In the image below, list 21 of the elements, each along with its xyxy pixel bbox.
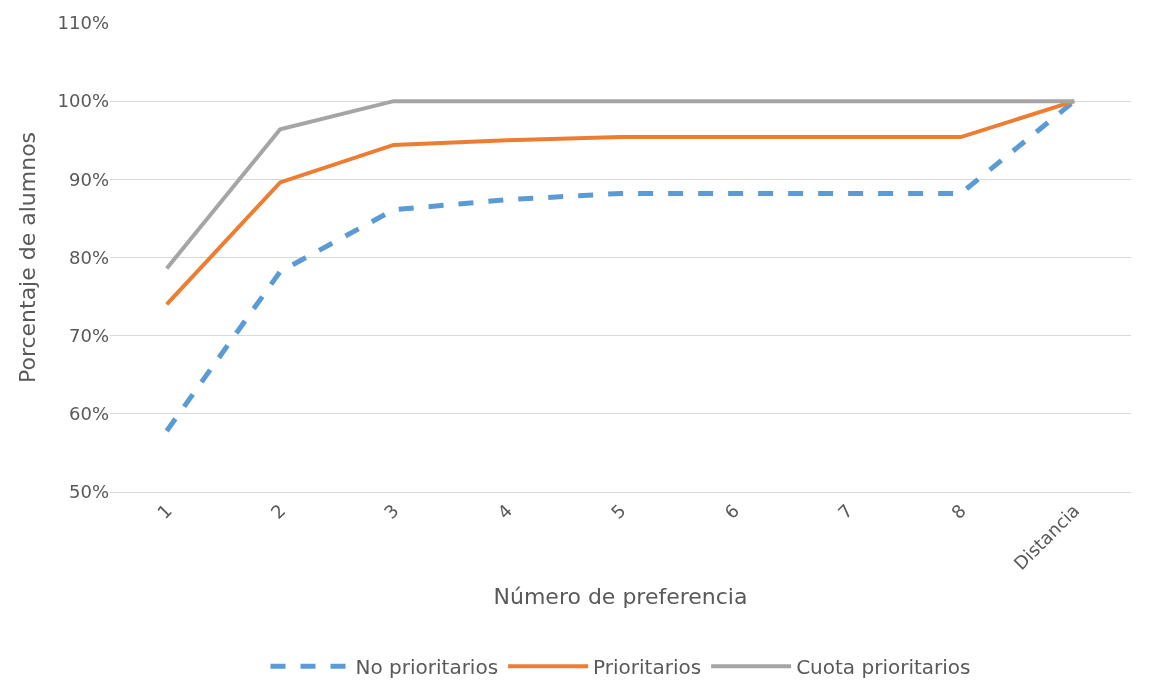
y-tick-label: 110% bbox=[57, 12, 109, 34]
x-tick-label: 3 bbox=[379, 499, 403, 523]
x-tick-label: 8 bbox=[947, 499, 971, 523]
x-tick-label: 7 bbox=[833, 499, 857, 523]
legend-label: Cuota prioritarios bbox=[796, 655, 971, 680]
x-axis-title: Número de preferencia bbox=[493, 583, 748, 609]
y-tick-label: 80% bbox=[68, 246, 109, 268]
line-series bbox=[164, 99, 1077, 307]
y-axis-title: Porcentaje de alumnos bbox=[15, 131, 41, 384]
legend-label: No prioritarios bbox=[355, 655, 499, 680]
x-tick-label: 5 bbox=[606, 499, 630, 523]
y-tick-label: 50% bbox=[68, 481, 109, 503]
x-tick-label: 4 bbox=[493, 499, 517, 523]
legend-label: Prioritarios bbox=[593, 655, 702, 680]
y-tick-label: 70% bbox=[68, 324, 109, 346]
x-tick-label: 1 bbox=[152, 499, 176, 523]
y-tick-label: 90% bbox=[68, 168, 109, 190]
y-tick-label: 60% bbox=[68, 403, 109, 425]
x-tick-label: 6 bbox=[720, 499, 744, 523]
y-tick-label: 100% bbox=[57, 90, 109, 112]
x-tick-label: 2 bbox=[266, 499, 290, 523]
